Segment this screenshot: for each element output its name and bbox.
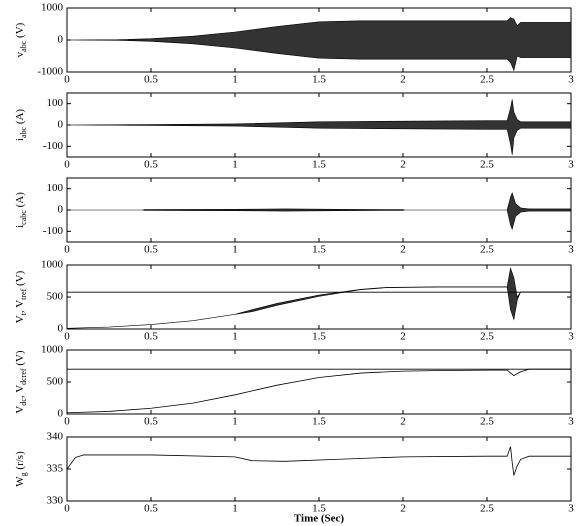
oscillation-band [67,99,571,155]
plot-frame [66,436,572,502]
oscillation-band [67,17,571,72]
x-tick-label: 3 [568,74,574,86]
y-tick-label: -1000 [37,66,63,78]
x-tick-label: 2 [400,74,406,86]
y-axis-label: Vt, Vtref (V) [14,270,29,323]
x-tick-label: 3 [568,416,574,428]
y-label-part: abc [19,126,28,138]
y-label-part: g [19,472,28,476]
x-tick-label: 1.5 [312,503,326,515]
x-tick-label: 0.5 [144,74,158,86]
x-tick-label: 0 [64,416,70,428]
y-label-part: (A) [14,109,26,127]
x-axis-label: Time (Sec) [294,513,345,525]
x-tick-label: 1.5 [312,331,326,343]
y-label-part: abc [19,40,28,52]
x-tick-label: 1.5 [312,416,326,428]
y-axis-label: Vdc, Vdcref (V) [14,350,29,414]
x-tick-label: 0.5 [144,503,158,515]
x-tick-label: 1 [232,503,238,515]
x-tick-label: 2.5 [480,503,494,515]
y-label-part: (V) [14,22,26,40]
y-label-part: cabc [19,210,28,225]
x-tick-label: 2.5 [480,331,494,343]
y-tick-label: 340 [47,431,64,443]
y-label-part: , V [14,385,26,398]
y-label-part: (A) [14,192,26,210]
oscillation-band [67,267,571,329]
x-tick-label: 0.5 [144,331,158,343]
x-tick-label: 1.5 [312,159,326,171]
y-tick-label: 500 [47,291,64,303]
y-tick-label: 0 [58,34,64,46]
x-tick-label: 2 [400,416,406,428]
x-tick-label: 2 [400,244,406,256]
x-tick-label: 1 [232,74,238,86]
y-tick-label: -100 [43,140,64,152]
x-tick-label: 3 [568,159,574,171]
y-label-part: tref [19,288,28,299]
x-tick-label: 0 [64,331,70,343]
y-label-part: V [14,315,26,323]
line [67,446,571,476]
y-tick-label: 1000 [41,344,64,356]
y-tick-label: 1000 [41,259,64,271]
x-tick-label: 0.5 [144,244,158,256]
oscillation-band [67,192,571,231]
y-label-part: V [14,406,26,414]
y-label-part: , V [14,300,26,313]
x-tick-label: 1.5 [312,244,326,256]
y-tick-label: -100 [43,225,64,237]
x-tick-label: 2.5 [480,244,494,256]
x-tick-label: 1 [232,159,238,171]
line [67,368,571,414]
y-tick-label: 0 [58,119,64,131]
y-axis-label: icabc (A) [14,192,29,228]
x-tick-label: 0 [64,159,70,171]
x-tick-label: 1 [232,331,238,343]
y-label-part: v [14,51,26,57]
y-axis-label: vabc (V) [14,22,29,57]
x-tick-label: 0.5 [144,416,158,428]
y-axis-label: iabc (A) [14,109,29,142]
y-tick-label: 0 [58,408,64,420]
y-tick-label: 335 [47,463,64,475]
y-label-part: dc [19,398,28,406]
x-tick-label: 2.5 [480,416,494,428]
x-tick-label: 1.5 [312,74,326,86]
x-tick-label: 2.5 [480,159,494,171]
x-tick-label: 0.5 [144,159,158,171]
x-tick-label: 2 [400,159,406,171]
y-tick-label: 100 [47,97,64,109]
x-tick-label: 0 [64,74,70,86]
plot-frame [66,264,572,330]
y-axis-label: Wg (r/s) [14,451,29,487]
y-tick-label: 0 [58,204,64,216]
plot-frame [66,349,572,415]
y-tick-label: 100 [47,182,64,194]
x-tick-label: 3 [568,244,574,256]
x-tick-label: 2 [400,331,406,343]
x-tick-label: 2.5 [480,74,494,86]
y-label-part: (V) [14,350,26,368]
y-label-part: dcref [19,368,28,385]
y-tick-label: 1000 [41,2,64,14]
x-tick-label: 2 [400,503,406,515]
y-label-part: i [14,225,26,228]
x-tick-label: 3 [568,331,574,343]
y-label-part: W [14,476,26,487]
x-tick-label: 1 [232,244,238,256]
y-label-part: i [14,138,26,141]
y-label-part: t [19,312,28,315]
y-label-part: (r/s) [14,451,26,472]
x-tick-label: 1 [232,416,238,428]
y-tick-label: 0 [58,323,64,335]
x-tick-label: 0 [64,503,70,515]
y-label-part: (V) [14,270,26,288]
y-tick-label: 330 [47,495,64,507]
x-tick-label: 3 [568,503,574,515]
x-tick-label: 0 [64,244,70,256]
y-tick-label: 500 [47,376,64,388]
